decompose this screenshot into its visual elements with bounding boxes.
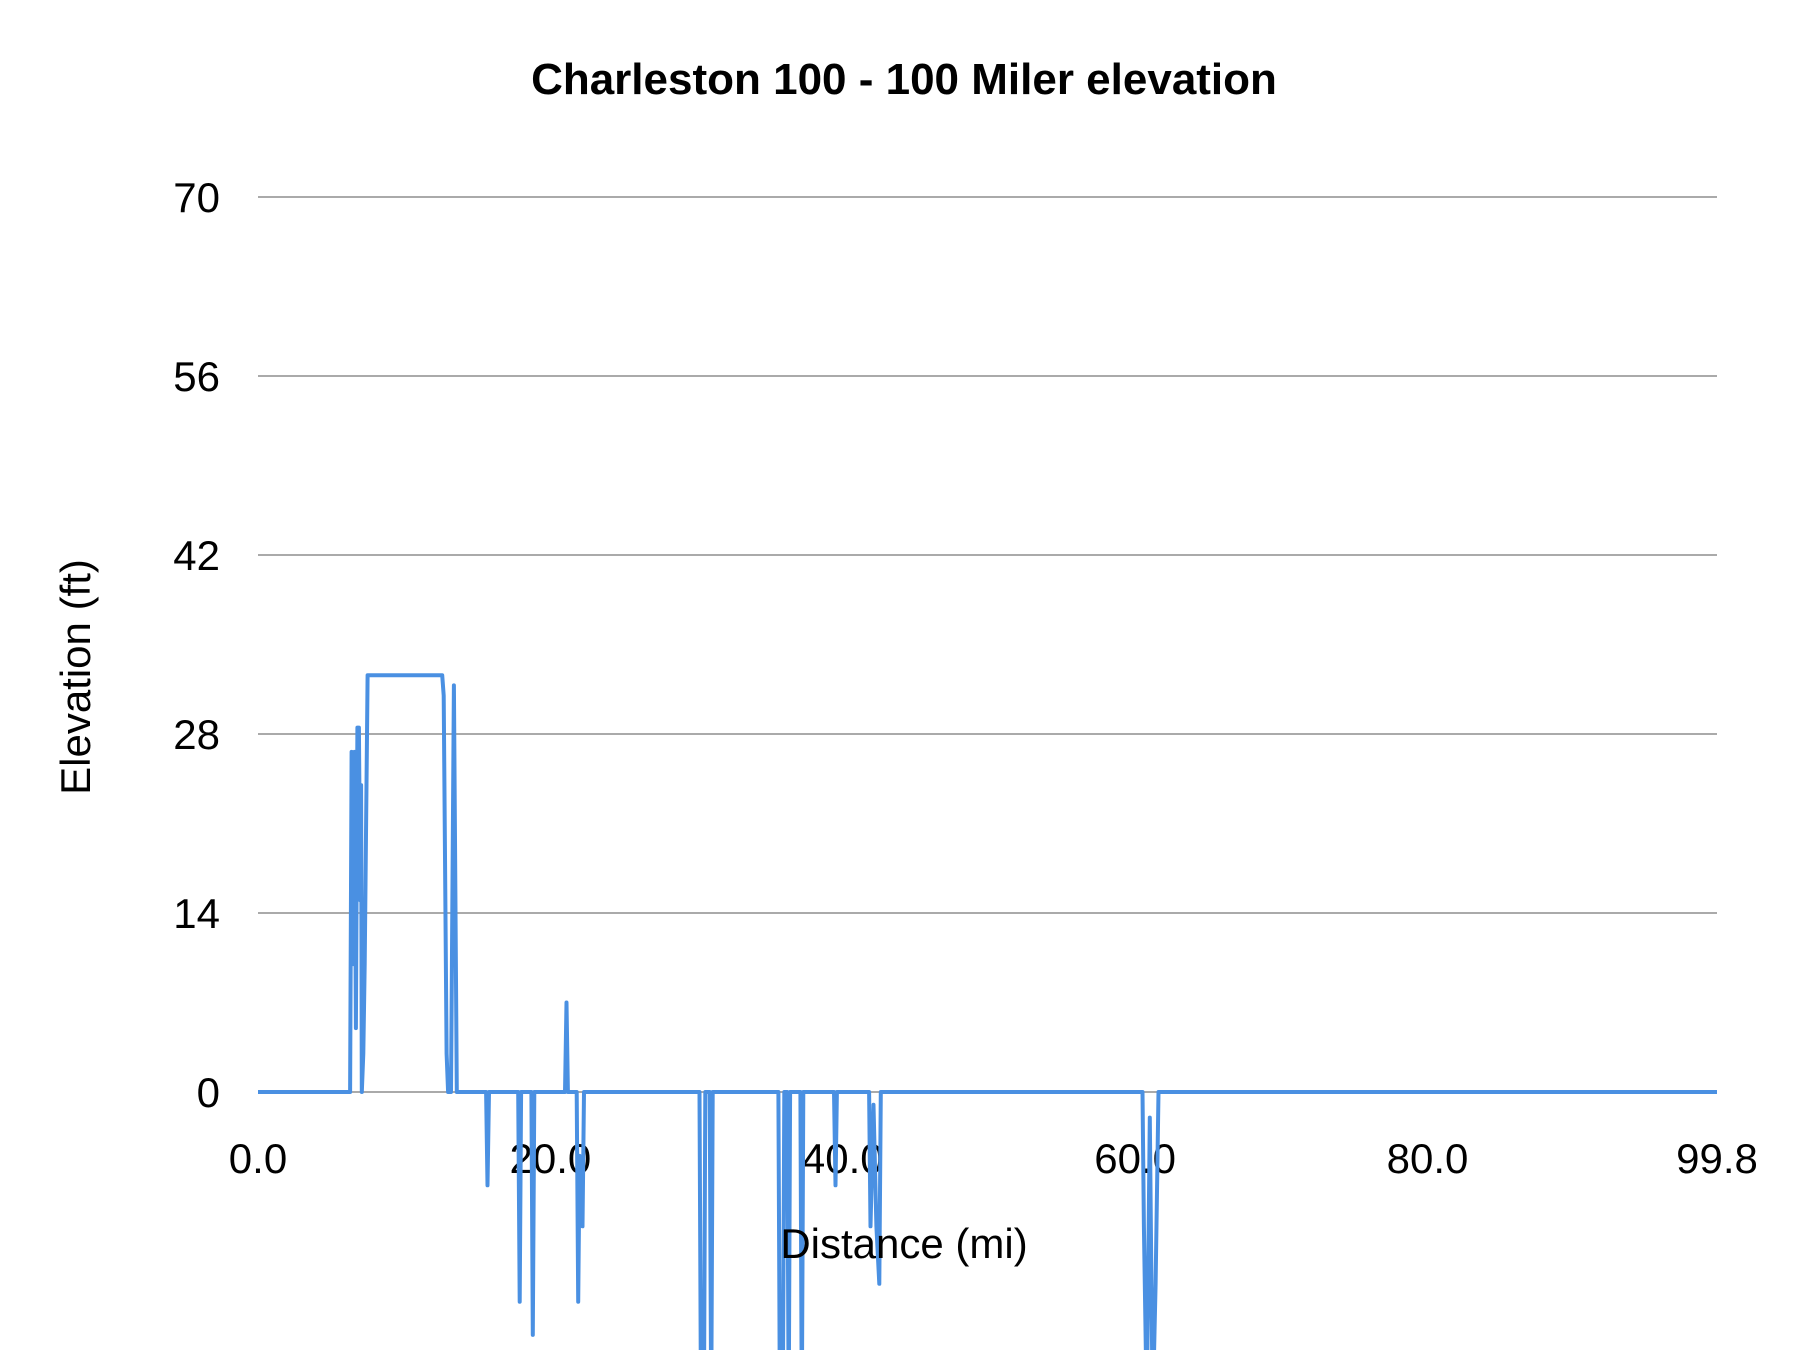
- elevation-line: [258, 673, 1717, 1350]
- x-tick-label: 80.0: [1387, 1135, 1469, 1182]
- x-axis-ticks: 0.0 20.0 40.0 60.0 80.0 99.8: [229, 1135, 1758, 1182]
- chart-title: Charleston 100 - 100 Miler elevation: [531, 55, 1277, 104]
- x-axis-label: Distance (mi): [780, 1220, 1027, 1267]
- y-tick-label: 14: [173, 890, 220, 937]
- x-tick-label: 99.8: [1676, 1135, 1758, 1182]
- y-axis-label: Elevation (ft): [52, 559, 99, 795]
- x-tick-label: 60.0: [1094, 1135, 1176, 1182]
- y-tick-label: 28: [173, 711, 220, 758]
- y-tick-label: 42: [173, 532, 220, 579]
- y-tick-label: 56: [173, 353, 220, 400]
- y-tick-label: 70: [173, 174, 220, 221]
- y-tick-label: 0: [197, 1069, 220, 1116]
- x-tick-label: 0.0: [229, 1135, 287, 1182]
- y-axis-ticks: 0 14 28 42 56 70: [173, 174, 220, 1116]
- gridlines: [258, 196, 1717, 1093]
